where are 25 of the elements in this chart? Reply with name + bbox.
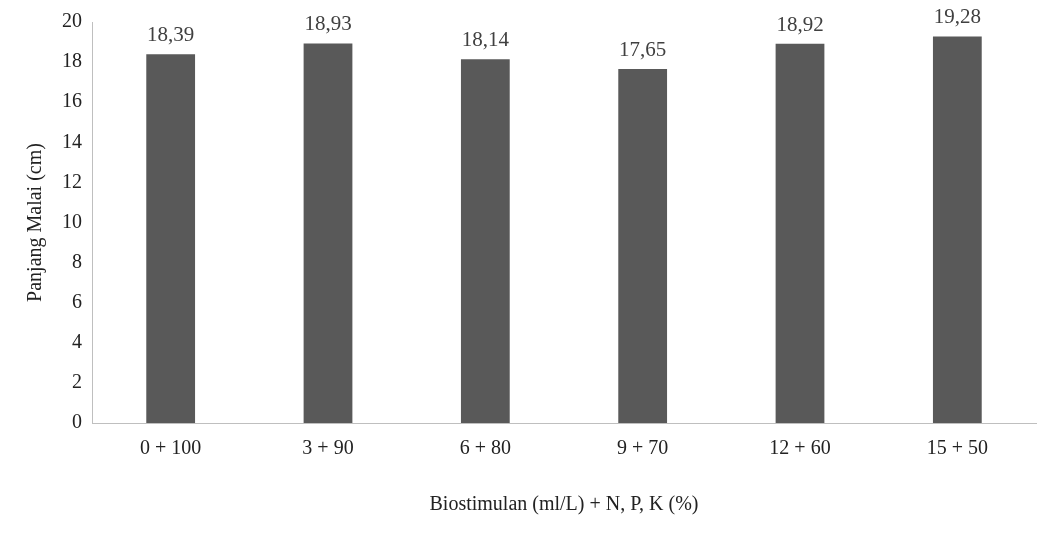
x-axis-title: Biostimulan (ml/L) + N, P, K (%) xyxy=(429,492,699,516)
y-tick-label: 20 xyxy=(62,9,82,32)
y-tick-label: 16 xyxy=(62,89,82,112)
x-tick-label: 6 + 80 xyxy=(459,436,511,459)
y-tick-label: 4 xyxy=(72,330,82,353)
x-tick-label: 3 + 90 xyxy=(302,436,354,459)
data-label: 18,93 xyxy=(304,11,352,36)
y-tick-label: 12 xyxy=(62,169,82,192)
y-axis-title: Panjang Malai (cm) xyxy=(23,143,47,302)
y-tick-label: 10 xyxy=(62,209,82,232)
y-tick-label: 6 xyxy=(72,289,82,312)
x-tick-label: 12 + 60 xyxy=(769,436,831,459)
data-label: 19,28 xyxy=(933,4,981,29)
y-tick-label: 0 xyxy=(72,410,82,433)
y-tick-label: 18 xyxy=(62,49,82,72)
y-tick-label: 8 xyxy=(72,249,82,272)
x-tick-label: 15 + 50 xyxy=(926,436,988,459)
data-label: 18,92 xyxy=(776,11,824,36)
data-label: 18,14 xyxy=(461,27,510,52)
y-tick-label: 14 xyxy=(62,129,82,152)
data-label: 17,65 xyxy=(619,37,667,62)
data-label: 18,39 xyxy=(147,22,195,47)
x-tick-label: 9 + 70 xyxy=(617,436,669,459)
y-tick-label: 2 xyxy=(72,370,82,393)
x-tick-label: 0 + 100 xyxy=(140,436,202,459)
